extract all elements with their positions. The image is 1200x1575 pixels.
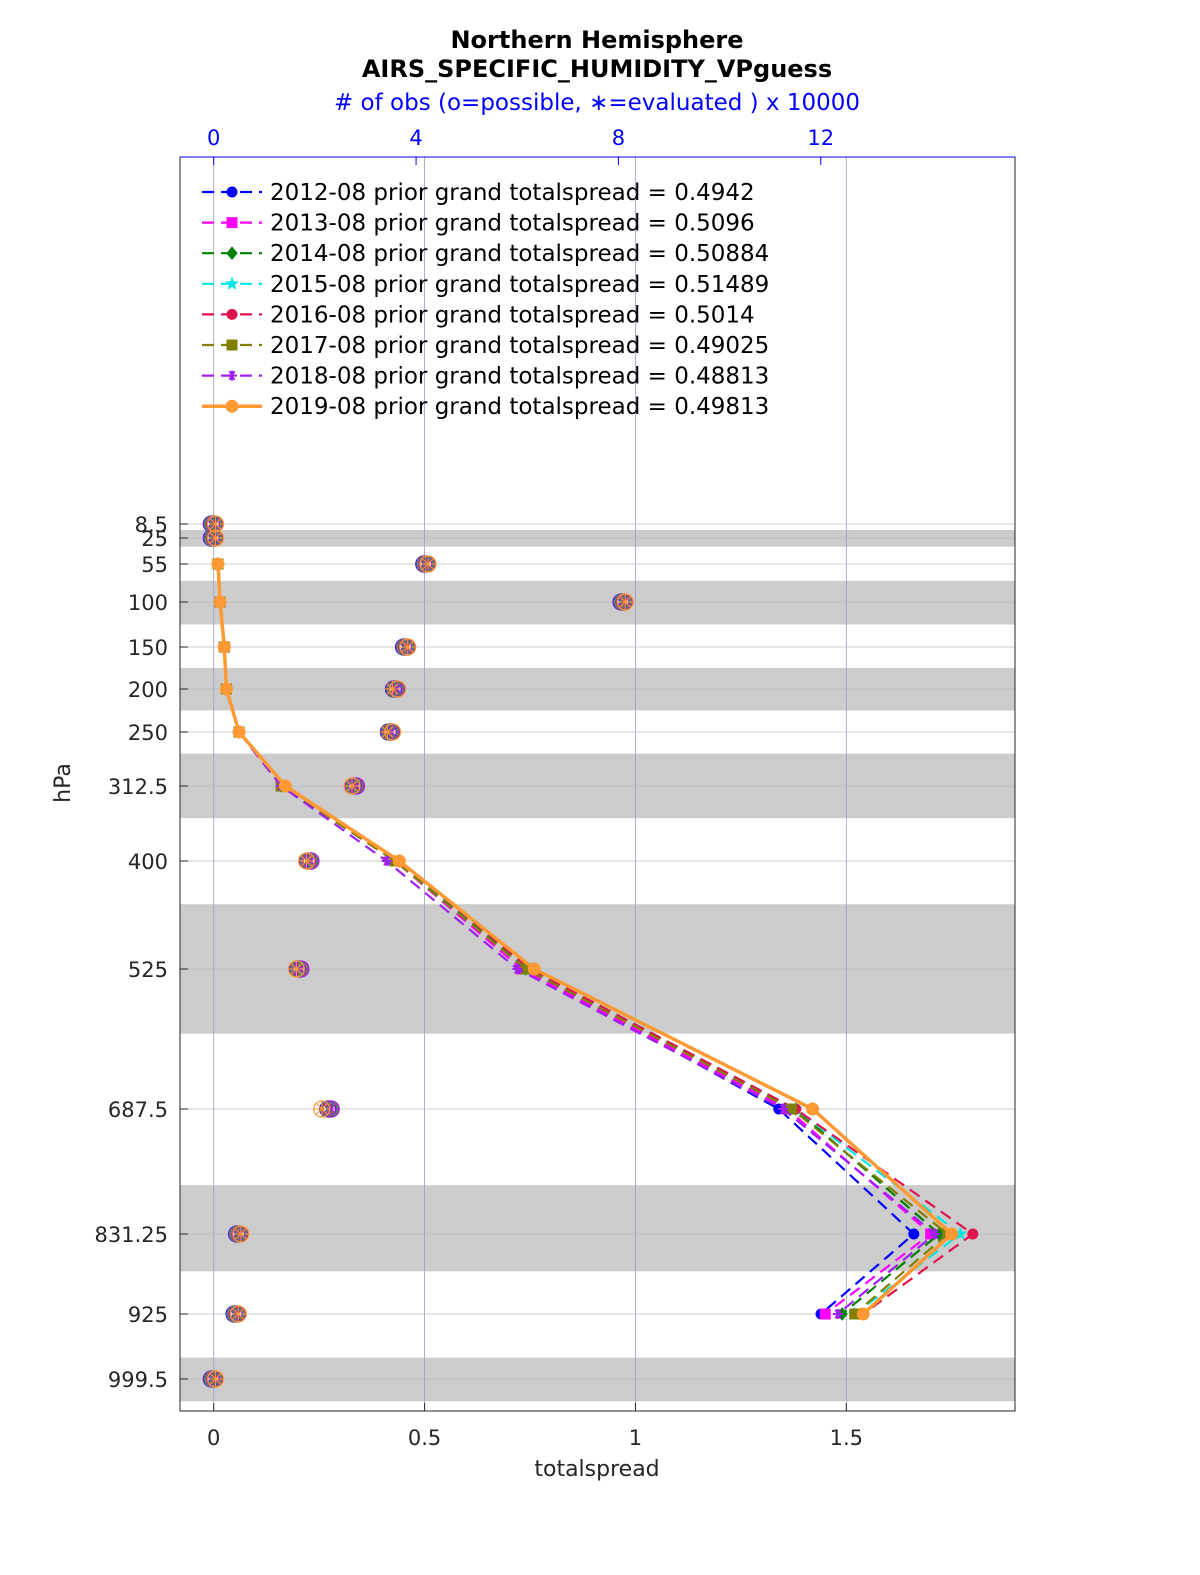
x-tick-label: 1 [629, 1426, 642, 1450]
axes-frame [179, 156, 1016, 1412]
top-axis-label: # of obs (o=possible, ∗=evaluated ) x 10… [334, 90, 860, 116]
data-point [806, 1102, 820, 1116]
legend-entry: 2019-08 prior grand totalspread = 0.4981… [270, 394, 769, 420]
data-point [819, 1308, 831, 1320]
legend: 2012-08 prior grand totalspread = 0.4942… [202, 180, 769, 420]
evaluated-obs-marker [234, 1227, 247, 1241]
x-tick-label: 0 [207, 1426, 220, 1450]
data-point [232, 725, 246, 739]
top-tick-label: 8 [612, 126, 625, 150]
data-point [945, 1227, 959, 1241]
y-tick-label: 999.5 [108, 1368, 168, 1392]
observation-count-markers [202, 515, 634, 1388]
evaluated-obs-marker [209, 531, 222, 545]
x-tick-label: 0.5 [408, 1426, 441, 1450]
evaluated-obs-marker [209, 517, 222, 531]
evaluated-obs-marker [290, 962, 303, 976]
evaluated-obs-marker [381, 725, 394, 739]
legend-entry: 2014-08 prior grand totalspread = 0.5088… [270, 241, 769, 267]
evaluated-obs-marker [401, 640, 414, 654]
legend-marker [226, 186, 238, 198]
y-tick-label: 8.5 [135, 513, 168, 537]
legend-entry: 2013-08 prior grand totalspread = 0.5096 [270, 211, 755, 237]
top-tick-label: 12 [807, 126, 834, 150]
data-point [219, 682, 233, 696]
y-tick-label: 831.25 [95, 1223, 168, 1247]
y-tick-label: 687.5 [108, 1098, 168, 1122]
x-axis-label: totalspread [534, 1457, 659, 1482]
y-tick-label: 250 [128, 721, 168, 745]
data-point [392, 854, 406, 868]
y-tick-label: 200 [128, 678, 168, 702]
y-tick-label: 100 [128, 591, 168, 615]
evaluated-obs-marker [325, 1102, 338, 1116]
data-point [278, 779, 292, 793]
data-point [211, 557, 225, 571]
top-tick-label: 0 [207, 126, 220, 150]
evaluated-obs-marker [386, 682, 399, 696]
grid-lines [180, 157, 1015, 1411]
y-tick-label: 150 [128, 636, 168, 660]
y-tick-label: 55 [141, 553, 168, 577]
y-tick-label: 925 [128, 1303, 168, 1327]
evaluated-obs-marker [619, 595, 632, 609]
legend-marker [224, 276, 240, 290]
evaluated-obs-marker [315, 1102, 328, 1116]
data-point [527, 962, 541, 976]
data-point [217, 640, 231, 654]
legend-entry: 2017-08 prior grand totalspread = 0.4902… [270, 333, 769, 359]
legend-marker [226, 246, 238, 260]
legend-marker [226, 339, 238, 351]
legend-entry: 2016-08 prior grand totalspread = 0.5014 [270, 302, 755, 328]
legend-marker [226, 308, 238, 320]
evaluated-obs-marker [300, 854, 313, 868]
evaluated-obs-marker [421, 557, 435, 571]
legend-entry: 2012-08 prior grand totalspread = 0.4942 [270, 180, 755, 206]
gray-band [180, 1357, 1015, 1402]
x-tick-label: 1.5 [830, 1426, 863, 1450]
legend-entry: 2015-08 prior grand totalspread = 0.5148… [270, 272, 769, 298]
data-point [967, 1228, 979, 1240]
data-point [908, 1228, 920, 1240]
evaluated-obs-marker [232, 1307, 245, 1321]
series-8 [211, 557, 959, 1321]
evaluated-obs-marker [209, 1372, 222, 1386]
legend-marker [226, 217, 238, 229]
chart-title: Northern Hemisphere [450, 26, 743, 54]
data-point [213, 595, 227, 609]
y-tick-label: 312.5 [108, 775, 168, 799]
gray-band [180, 580, 1015, 625]
legend-entry: 2018-08 prior grand totalspread = 0.4881… [270, 364, 769, 390]
y-tick-label: 525 [128, 958, 168, 982]
gray-band [180, 1185, 1015, 1272]
chart-subtitle: AIRS_SPECIFIC_HUMIDITY_VPguess [362, 55, 832, 83]
y-axis-label: hPa [51, 763, 76, 803]
series-lines [210, 556, 979, 1321]
data-point [856, 1307, 870, 1321]
evaluated-obs-marker [346, 779, 359, 793]
y-tick-label: 400 [128, 850, 168, 874]
legend-marker [225, 399, 239, 413]
y-tick-label: 25 [141, 527, 168, 551]
top-tick-label: 4 [409, 126, 422, 150]
